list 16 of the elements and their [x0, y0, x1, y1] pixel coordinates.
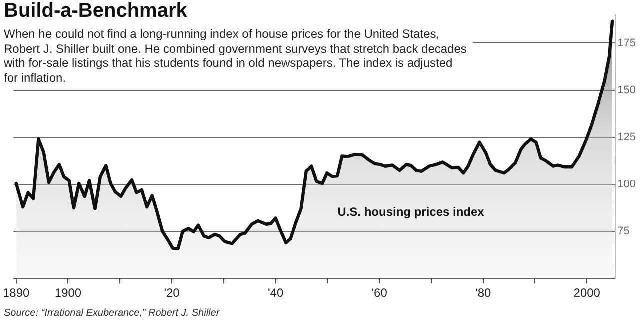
y-tick-label: 125 — [618, 131, 636, 144]
text: When he could not find a long-running index of house prices for the United States, Robert J. Shiller built one. He combined government surveys that stretch back decades with for-sale listings that his students found in old newspapers. The index is adjusted for inflation. — [4, 27, 473, 85]
source-note: Source: “Irrational Exuberance,” Robert J. Shiller — [4, 308, 220, 319]
y-tick-label: 100 — [618, 178, 636, 190]
x-tick-label: '40 — [268, 286, 284, 300]
x-tick-label: 1890 — [3, 286, 30, 300]
series-label: U.S. housing prices index — [338, 205, 485, 220]
y-tick-label: 75 — [618, 226, 630, 238]
x-tick-label: 2000 — [574, 286, 601, 300]
x-tick-label: 1900 — [54, 286, 82, 300]
x-tick-label: '20 — [164, 286, 180, 300]
y-tick-label: 175 — [618, 37, 636, 50]
x-tick-label: '60 — [372, 286, 388, 300]
x-tick-label: '80 — [476, 286, 492, 300]
y-tick-label: 150 — [618, 84, 636, 96]
chart-title: Build-a-Benchmark — [4, 0, 188, 23]
